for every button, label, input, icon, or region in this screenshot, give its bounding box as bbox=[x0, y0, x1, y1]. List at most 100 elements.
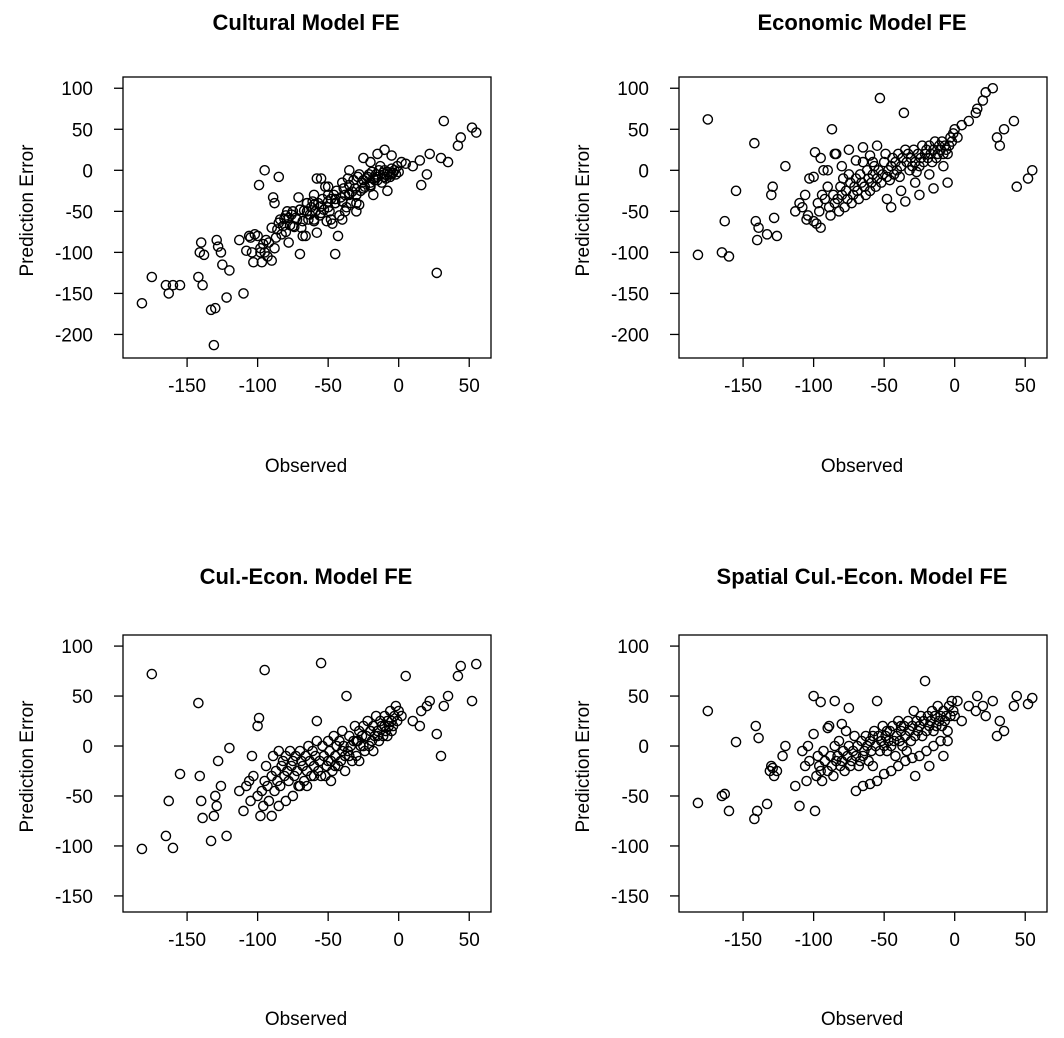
data-point bbox=[857, 780, 869, 792]
data-point bbox=[843, 144, 855, 156]
data-point bbox=[393, 705, 404, 717]
y-axis-label: Prediction Error bbox=[17, 144, 38, 277]
data-point bbox=[780, 160, 791, 172]
data-point bbox=[911, 166, 922, 178]
data-point bbox=[801, 775, 812, 787]
data-point bbox=[167, 842, 179, 854]
data-point bbox=[336, 745, 348, 757]
data-point bbox=[377, 730, 389, 742]
data-point bbox=[421, 700, 433, 712]
data-point bbox=[273, 171, 285, 183]
data-point bbox=[383, 720, 395, 732]
data-point bbox=[270, 232, 282, 243]
data-point bbox=[804, 755, 815, 767]
data-point bbox=[386, 715, 397, 727]
data-point bbox=[315, 207, 327, 219]
data-point bbox=[351, 206, 362, 217]
data-point bbox=[294, 780, 306, 792]
data-point bbox=[315, 657, 327, 669]
data-point bbox=[452, 670, 464, 682]
data-point bbox=[850, 785, 862, 797]
data-point bbox=[253, 712, 265, 724]
data-point bbox=[945, 710, 956, 722]
data-point bbox=[267, 750, 279, 762]
y-tick-label: 50 bbox=[72, 687, 93, 708]
data-point bbox=[415, 179, 427, 191]
data-point bbox=[382, 185, 393, 197]
data-point bbox=[829, 695, 841, 707]
data-point bbox=[435, 750, 447, 762]
data-point bbox=[328, 730, 340, 742]
data-point bbox=[442, 690, 454, 702]
y-tick-label: 100 bbox=[61, 637, 93, 658]
data-point bbox=[163, 795, 175, 807]
scatter-panel-3: Cul.-Econ. Model FE -150 -100 -50 0 50 -150 -10… bbox=[17, 564, 492, 1030]
data-point bbox=[256, 256, 268, 268]
y-tick-label: 50 bbox=[72, 120, 93, 141]
data-point bbox=[815, 765, 826, 777]
data-point bbox=[322, 181, 334, 193]
data-point bbox=[949, 710, 960, 722]
data-point bbox=[246, 247, 258, 258]
data-point bbox=[942, 735, 953, 747]
data-point bbox=[212, 241, 224, 252]
data-point bbox=[823, 720, 835, 732]
data-point bbox=[379, 144, 390, 156]
x-tick-label: -50 bbox=[314, 376, 341, 397]
x-tick-label: -150 bbox=[724, 376, 762, 397]
data-point bbox=[845, 760, 856, 772]
data-point bbox=[224, 265, 235, 276]
y-tick-label: -50 bbox=[622, 787, 649, 808]
data-point bbox=[221, 830, 232, 842]
data-point bbox=[379, 720, 390, 732]
data-point bbox=[257, 800, 269, 812]
y-tick-label: -100 bbox=[55, 837, 93, 858]
data-point bbox=[248, 256, 259, 268]
data-point bbox=[336, 196, 348, 207]
data-point bbox=[938, 750, 949, 762]
data-point bbox=[864, 778, 876, 790]
data-point bbox=[414, 155, 426, 166]
data-point bbox=[873, 730, 884, 742]
data-point bbox=[692, 797, 704, 809]
data-point bbox=[822, 165, 834, 176]
data-point bbox=[259, 165, 270, 176]
data-point bbox=[1008, 115, 1020, 127]
data-point bbox=[828, 770, 839, 782]
data-point bbox=[400, 670, 412, 682]
data-point bbox=[909, 770, 921, 782]
data-point bbox=[238, 288, 249, 299]
y-tick-label: 0 bbox=[638, 737, 649, 758]
y-axis-label: Prediction Error bbox=[573, 144, 594, 277]
x-tick-label: 0 bbox=[949, 376, 960, 397]
data-point bbox=[311, 227, 323, 238]
data-point bbox=[816, 775, 828, 787]
data-point bbox=[751, 234, 763, 246]
data-points bbox=[136, 115, 482, 351]
data-point bbox=[210, 302, 221, 314]
data-point bbox=[883, 735, 894, 747]
x-axis-label: Observed bbox=[265, 456, 347, 477]
data-point bbox=[272, 775, 283, 787]
data-point bbox=[946, 695, 958, 707]
x-tick-label: 50 bbox=[459, 930, 480, 951]
data-point bbox=[146, 668, 158, 680]
data-point bbox=[393, 166, 404, 178]
data-point bbox=[871, 140, 883, 151]
data-point bbox=[998, 123, 1010, 135]
data-point bbox=[208, 810, 220, 822]
data-point bbox=[329, 760, 341, 772]
data-point bbox=[723, 805, 735, 817]
data-point bbox=[311, 715, 323, 727]
data-point bbox=[843, 702, 855, 714]
data-point bbox=[802, 740, 814, 752]
data-point bbox=[892, 760, 904, 772]
data-point bbox=[874, 92, 886, 104]
data-point bbox=[262, 780, 273, 792]
data-points bbox=[136, 657, 482, 855]
data-point bbox=[294, 248, 306, 260]
data-point bbox=[826, 123, 838, 135]
data-point bbox=[815, 152, 826, 164]
data-point bbox=[167, 279, 179, 291]
data-point bbox=[947, 705, 959, 717]
